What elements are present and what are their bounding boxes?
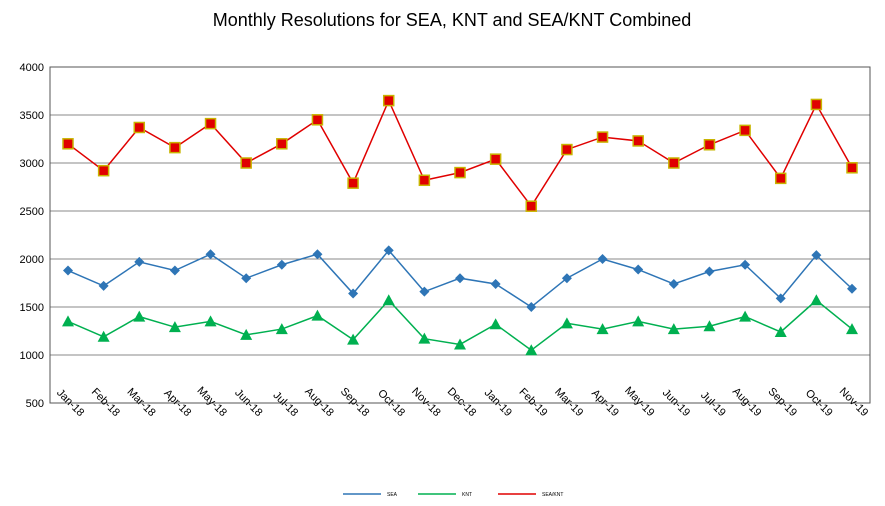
marker [133,121,146,134]
marker [134,256,145,267]
marker [348,288,359,299]
marker [276,138,288,150]
marker [240,328,253,340]
marker [347,177,359,189]
y-tick-label: 500 [26,398,44,410]
marker [275,323,288,335]
marker [276,259,287,270]
x-tick-label: Jul-18 [271,389,301,419]
marker [668,278,679,289]
marker [240,157,252,169]
marker [597,254,608,264]
marker [383,245,394,256]
marker [241,273,252,284]
marker [419,286,430,297]
y-tick-label: 1000 [20,350,44,362]
y-tick-label: 1500 [20,302,44,314]
marker [455,273,465,284]
marker [418,332,431,344]
marker [205,249,216,260]
marker [525,344,538,356]
marker [490,278,501,289]
x-tick-label: Aug-19 [730,386,764,420]
y-tick-label: 3500 [20,110,44,122]
marker [596,323,609,335]
marker [846,162,858,174]
legend-label: SEA/KNT [542,492,563,498]
marker [704,266,715,277]
marker [561,143,573,156]
x-tick-label: Nov-18 [409,386,443,420]
marker [810,98,823,111]
chart-title: Monthly Resolutions for SEA, KNT and SEA… [213,10,692,30]
y-tick-label: 4000 [20,62,44,74]
marker [847,283,857,294]
marker [489,153,502,165]
marker [703,139,716,151]
marker [204,315,217,327]
marker [560,317,573,329]
marker [418,174,431,187]
marker [774,172,787,185]
marker [810,294,823,306]
x-tick-label: Nov-19 [837,386,871,420]
plot-border [49,66,871,404]
marker [382,294,395,306]
x-tick-label: Jul-19 [698,389,728,419]
y-tick-label: 2000 [20,254,44,266]
marker [168,321,181,333]
marker [311,114,324,126]
marker [775,293,786,304]
marker [97,164,110,177]
marker [454,166,466,179]
x-tick-label: May-19 [622,385,656,419]
marker [703,320,716,332]
marker [774,325,787,337]
marker [311,309,324,321]
marker [454,338,466,350]
marker [632,135,644,147]
marker [312,249,323,260]
marker [811,250,822,261]
marker [739,124,751,137]
marker [667,323,680,335]
marker [169,265,180,276]
y-tick-label: 2500 [20,206,44,218]
legend-label: KNT [462,492,472,498]
marker [169,141,181,154]
marker [846,323,858,335]
marker [525,200,538,212]
x-tick-label: Sep-19 [766,386,800,420]
series-line [67,98,853,208]
marker [98,280,109,291]
marker [62,138,74,150]
marker [63,265,73,276]
x-tick-label: May-18 [194,385,228,419]
x-tick-label: Dec-18 [445,386,479,420]
marker [347,333,360,345]
marker [204,117,217,130]
y-tick-label: 3000 [20,158,44,170]
marker [526,302,537,312]
marker [489,318,502,330]
marker [62,315,74,327]
marker [97,330,110,342]
marker [740,259,751,270]
legend-label: SEA [387,492,398,498]
marker [739,310,752,322]
marker [633,264,644,275]
marker [133,310,146,322]
marker [561,273,572,284]
marker [632,315,645,327]
marker [668,157,680,169]
x-tick-label: Sep-18 [338,386,372,420]
x-tick-label: Aug-18 [302,386,336,420]
marker [596,131,609,143]
marker [382,94,395,107]
